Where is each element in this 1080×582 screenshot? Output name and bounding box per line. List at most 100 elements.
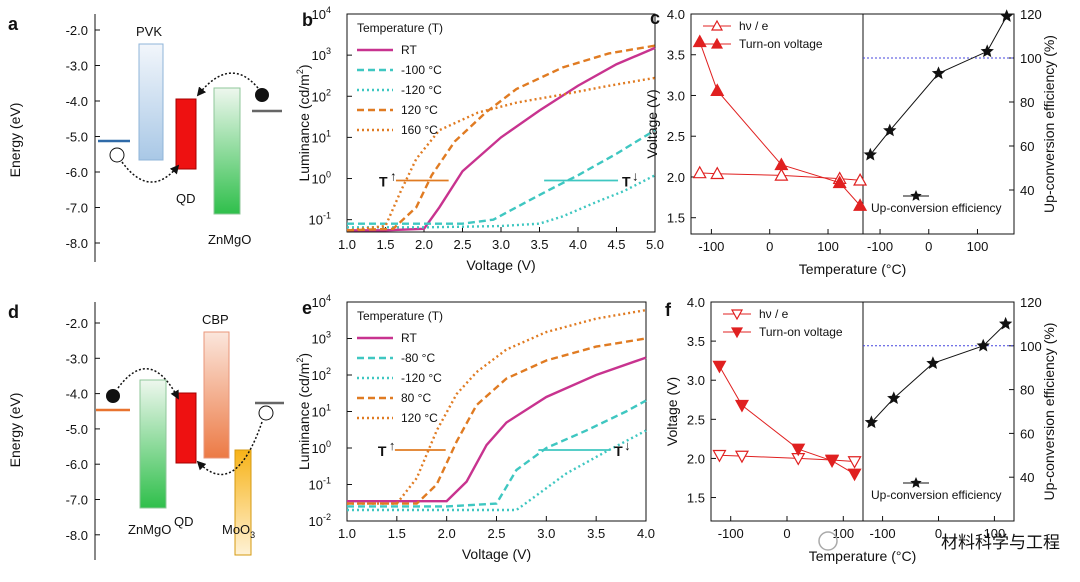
marker-triangle-down	[730, 327, 744, 339]
energy-tick-label: -4.0	[66, 94, 88, 109]
y-tick-label-right: 100	[1020, 51, 1042, 66]
arrow-down-icon: ↓	[632, 169, 639, 184]
marker-triangle-down-open	[734, 450, 749, 464]
legend-label: RT	[401, 331, 417, 345]
x-tick-label: 1.5	[376, 237, 394, 252]
x-tick-label-right: 100	[984, 526, 1006, 541]
plot-frame	[346, 13, 656, 233]
y-tick-label-right: 40	[1020, 470, 1034, 485]
electron-icon-d	[106, 389, 120, 403]
y-axis-label-left: Voltage (V)	[644, 89, 660, 158]
energy-tick-label: -6.0	[66, 457, 88, 472]
energy-axis-label-a: Energy (eV)	[7, 103, 23, 178]
y-tick-label: 10-1	[309, 211, 331, 228]
y-axis-label-part: )	[296, 64, 312, 69]
y-tick-base: 10	[312, 130, 326, 145]
energy-tick-label: -2.0	[66, 316, 88, 331]
y-tick-exp: 1	[326, 403, 331, 413]
legend-label: -120 °C	[401, 83, 442, 97]
y-tick-label-right: 60	[1020, 139, 1034, 154]
x-axis-label: Temperature (°C)	[809, 548, 917, 564]
energy-tick-label: -8.0	[66, 528, 88, 543]
y-axis-label-part: )	[296, 353, 312, 358]
y-tick-label-left: 3.5	[687, 334, 705, 349]
y-tick-label: 102	[312, 366, 331, 383]
arrow-cold-label: T	[614, 443, 623, 459]
legend-label: 120 °C	[401, 411, 438, 425]
x-tick-label-left: 100	[817, 239, 839, 254]
qd-band-d	[175, 392, 197, 464]
series-line	[347, 356, 647, 503]
legend-label: 80 °C	[401, 391, 431, 405]
panel-c: c 1.5 2.0 2.5 3.0 3.5 4.0 40 60 80 100 120 -100 0 100 -…	[644, 7, 1057, 277]
marker-star	[999, 316, 1013, 330]
marker-triangle-down	[734, 399, 749, 413]
marker-star	[864, 415, 878, 429]
y-axis-label-right: Up-conversion efficiency (%)	[1041, 35, 1057, 213]
x-tick-label: 5.0	[646, 237, 664, 252]
y-tick-exp: 2	[326, 366, 331, 376]
qd-label-a: QD	[176, 191, 196, 206]
x-tick-label: 2.5	[487, 526, 505, 541]
legend-label: hν / e	[739, 19, 769, 33]
moo3-label-main: MoO	[222, 522, 250, 537]
y-tick-exp: 2	[326, 87, 331, 97]
y-tick-label-left: 4.0	[667, 7, 685, 22]
energy-axis-label-d: Energy (eV)	[7, 393, 23, 468]
panel-letter-a: a	[8, 14, 19, 34]
marker-triangle-up-open	[774, 168, 789, 181]
marker-star	[976, 338, 990, 352]
marker-star	[1000, 9, 1014, 22]
y-tick-label: 100	[312, 170, 331, 187]
y-tick-base: 10	[312, 405, 326, 420]
x-axis-label: Temperature (°C)	[799, 261, 907, 277]
y-tick-label-right: 120	[1020, 7, 1042, 22]
y-tick-base: 10	[312, 172, 326, 187]
hole-transfer-arrow-a	[121, 161, 180, 183]
marker-triangle-down	[712, 360, 727, 374]
legend-label: 120 °C	[401, 103, 438, 117]
marker-triangle-down	[847, 468, 862, 482]
y-tick-label-right: 40	[1020, 183, 1034, 198]
arrow-hot-label: T	[378, 443, 387, 459]
series-line	[347, 46, 656, 232]
y-tick-exp: 4	[326, 293, 331, 303]
y-tick-label-left: 3.0	[667, 88, 685, 103]
panel-letter-c: c	[650, 8, 660, 28]
energy-tick-label: -5.0	[66, 422, 88, 437]
marker-triangle-down	[791, 443, 806, 457]
energy-tick-label: -3.0	[66, 351, 88, 366]
y-tick-label-right: 60	[1020, 426, 1034, 441]
x-tick-label: 1.5	[388, 526, 406, 541]
y-tick-exp: 0	[326, 170, 331, 180]
x-tick-label: 3.5	[587, 526, 605, 541]
legend-label: RT	[401, 43, 417, 57]
marker-triangle-down-open	[847, 456, 862, 469]
pvk-label: PVK	[136, 24, 162, 39]
energy-tick-label: -7.0	[66, 201, 88, 216]
panel-f: f 1.5 2.0 2.5 3.0 3.5 4.0 40 60 80 100 120 -100 0 100 -…	[664, 295, 1057, 564]
electron-transfer-arrow-d	[117, 368, 179, 400]
y-tick-label: 104	[312, 293, 331, 310]
x-tick-label: 3.5	[530, 237, 548, 252]
arrow-cold-label: T	[622, 174, 631, 190]
y-tick-label-left: 3.5	[667, 48, 685, 63]
marker-triangle-up	[710, 37, 724, 49]
y-tick-label-left: 2.5	[687, 412, 705, 427]
y-tick-label: 104	[312, 5, 331, 22]
moo3-label: MoO3	[222, 522, 255, 540]
znmgo-label-d: ZnMgO	[128, 522, 171, 537]
y-tick-label: 102	[312, 87, 331, 104]
legend-label: -100 °C	[401, 63, 442, 77]
marker-triangle-up	[692, 34, 707, 48]
y-tick-exp: -1	[323, 476, 331, 486]
hole-transfer-arrow-d	[196, 421, 263, 476]
y-axis-label-part: 2	[295, 69, 305, 74]
y-tick-base: 10	[312, 89, 326, 104]
y-tick-exp: 3	[326, 330, 331, 340]
panel-letter-e: e	[302, 298, 312, 318]
y-tick-label-right: 80	[1020, 95, 1034, 110]
x-tick-label-right: -100	[870, 526, 896, 541]
hole-icon-d	[258, 405, 274, 421]
